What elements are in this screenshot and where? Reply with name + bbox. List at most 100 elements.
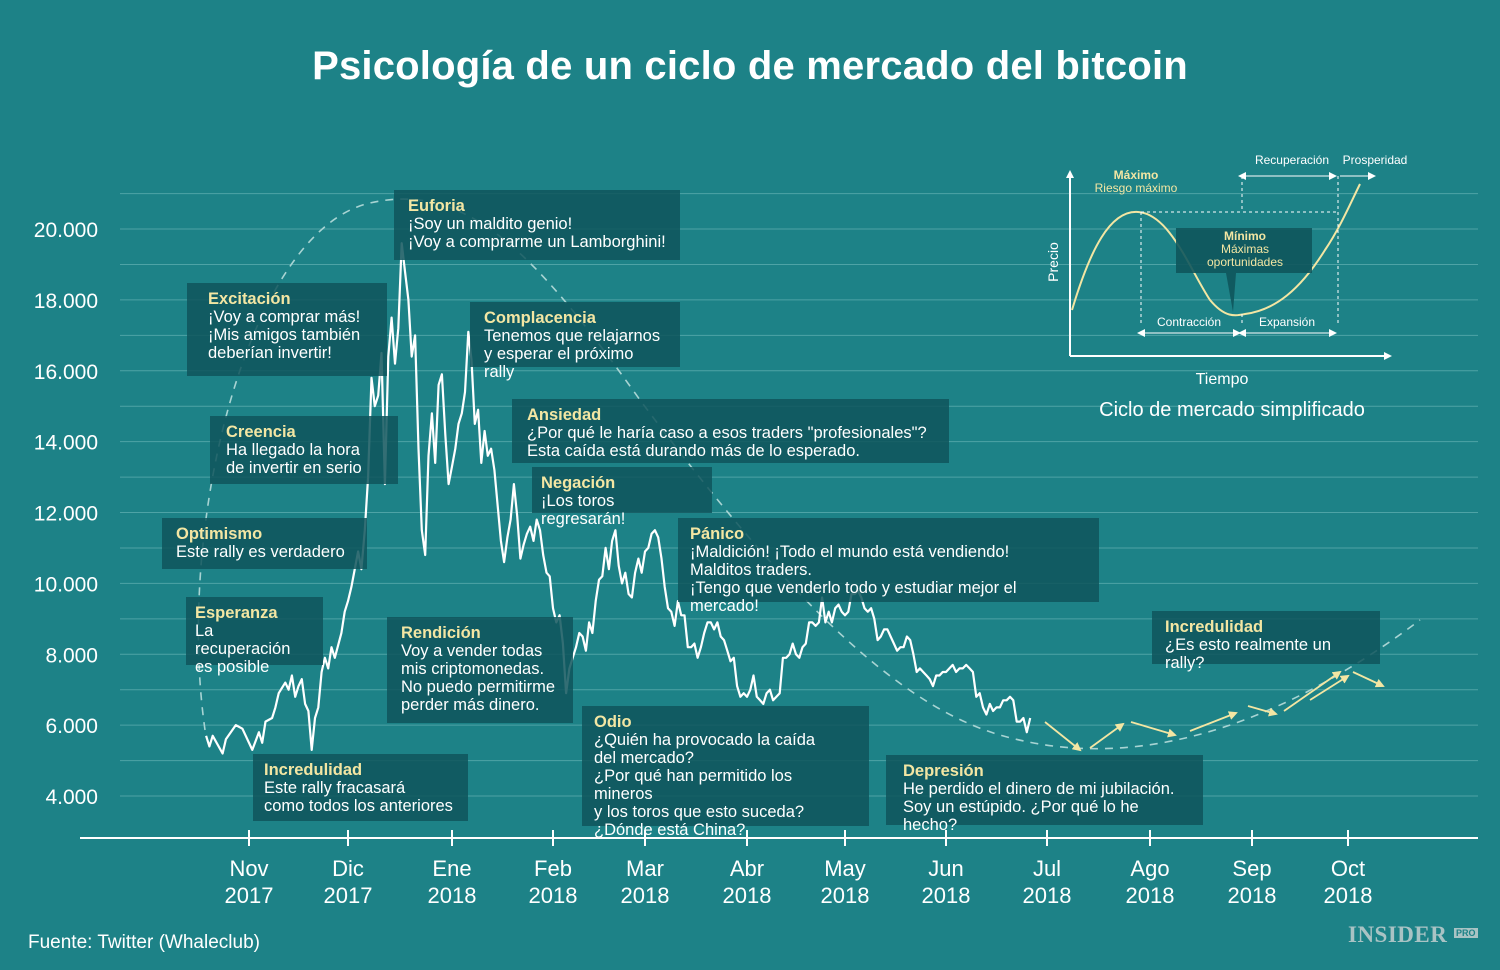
inset-prosperity-label: Prosperidad [1343,153,1408,167]
inset-minimum-pointer [1226,273,1236,312]
projection-arrow [1089,722,1125,749]
annotation-incredulidad-rally: Incredulidad ¿Es esto realmente un rally… [1152,611,1380,672]
x-tick-label-year: 2018 [621,883,670,908]
x-tick-label-year: 2018 [428,883,477,908]
annotation-complacencia: Complacencia Tenemos que relajarnos y es… [470,302,680,381]
projection-arrow [1309,674,1350,701]
x-tick-label-month: Ene [432,856,471,881]
annotation-title: Esperanza [195,604,278,622]
inset-maximum-title: Máximo [1114,168,1159,182]
x-tick-label-month: May [824,856,866,881]
annotation-odio: Odio ¿Quién ha provocado la caída del me… [582,706,869,839]
inset-expansion-label: Expansión [1259,315,1315,329]
annotation-title: Odio [594,713,632,731]
x-tick-label-month: Mar [626,856,664,881]
annotation-title: Negación [541,474,616,492]
x-tick-label-year: 2018 [1324,883,1373,908]
annotation-depresion: Depresión He perdido el dinero de mi jub… [886,755,1203,834]
price-line [205,242,1032,755]
inset-title: Ciclo de mercado simplificado [1099,399,1365,421]
x-tick-label-month: Abr [730,856,764,881]
projection-arrow [1283,670,1342,712]
annotation-body: La recuperación es posible [195,622,291,676]
annotation-title: Optimismo [176,525,263,543]
y-tick-label: 6.000 [45,715,98,738]
x-tick-label-month: Nov [229,856,268,881]
inset-y-label: Precio [1045,242,1061,282]
annotation-body: ¿Por qué le haría caso a esos traders "p… [527,424,927,460]
annotation-body: Tenemos que relajarnos y esperar el próx… [484,327,661,381]
projection-arrows [1044,670,1385,752]
x-tick-label-year: 2018 [1228,883,1277,908]
x-tick-label-year: 2018 [922,883,971,908]
x-tick-label-year: 2018 [529,883,578,908]
x-tick-label-month: Dic [332,856,364,881]
y-tick-label: 10.000 [34,573,98,596]
annotation-title: Euforia [408,197,465,215]
inset-contraction-label: Contracción [1157,315,1221,329]
annotation-title: Excitación [208,290,291,308]
inset-minimum-title: Mínimo [1224,229,1266,243]
annotation-title: Rendición [401,624,481,642]
projection-arrow [1189,711,1238,732]
annotation-esperanza: Esperanza La recuperación es posible [186,597,323,676]
x-tick-label-month: Ago [1130,856,1169,881]
x-tick-label-year: 2017 [324,883,373,908]
y-tick-label: 8.000 [45,644,98,667]
inset-maximum-body: Riesgo máximo [1095,181,1178,195]
annotation-title: Incredulidad [1165,618,1264,636]
annotation-title: Complacencia [484,309,596,327]
annotation-title: Creencia [226,423,296,441]
x-tick-label-month: Sep [1232,856,1271,881]
annotation-body: ¡Los toros regresarán! [541,492,626,528]
inset-recovery-label: Recuperación [1255,153,1329,167]
annotation-body: Este rally es verdadero [176,543,345,561]
x-axis: Nov2017Dic2017Ene2018Feb2018Mar2018Abr20… [80,830,1478,908]
x-tick-label-year: 2018 [723,883,772,908]
annotation-body: ¿Es esto realmente un rally? [1165,636,1331,672]
annotation-body: Voy a vender todas mis criptomonedas. No… [401,642,556,714]
annotation-body: Ha llegado la hora de invertir en serio [226,441,362,477]
projection-arrow [1130,721,1177,738]
annotation-title: Pánico [690,525,745,543]
annotation-body: ¡Maldición! ¡Todo el mundo está vendiend… [690,543,1017,615]
insider-logo-pro: PRO [1454,928,1478,938]
y-tick-label: 4.000 [45,786,98,809]
annotation-rendicion: Rendición Voy a vender todas mis criptom… [387,617,573,723]
y-tick-label: 14.000 [34,432,98,455]
insider-logo: INSIDER [1348,922,1448,947]
page-title: Psicología de un ciclo de mercado del bi… [312,44,1188,88]
annotation-creencia: Creencia Ha llegado la hora de invertir … [210,416,398,484]
annotation-body: ¡Voy a comprar más! ¡Mis amigos también … [208,308,361,362]
x-tick-label-year: 2017 [225,883,274,908]
annotation-incredulidad-fracasara: Incredulidad Este rally fracasará como t… [253,754,468,821]
x-tick-label-year: 2018 [1023,883,1072,908]
annotation-title: Ansiedad [527,406,602,424]
projection-arrow [1247,705,1278,717]
y-tick-label: 16.000 [34,361,98,384]
y-tick-label: 18.000 [34,290,98,313]
x-tick-label-month: Oct [1331,856,1365,881]
inset-minimum-body: Máximas [1221,242,1269,256]
inset-cycle-curve [1071,183,1361,317]
y-tick-label: 20.000 [34,219,98,242]
annotation-optimismo: Optimismo Este rally es verdadero [162,518,367,569]
source-note: Fuente: Twitter (Whaleclub) [28,932,260,953]
x-tick-label-month: Jul [1033,856,1061,881]
y-axis-labels: 4.000 6.000 8.000 10.000 12.000 14.000 16.000 1… [34,219,98,809]
market-cycle-inset: Máximo Riesgo máximo Mínimo Máximas opor… [1045,153,1408,421]
annotation-body: He perdido el dinero de mi jubilación. S… [903,780,1175,834]
annotation-euforia: Euforia ¡Soy un maldito genio! ¡Voy a co… [394,190,680,260]
annotation-negacion: Negación ¡Los toros regresarán! [532,467,712,528]
annotation-body: Este rally fracasará como todos los ante… [264,779,453,815]
x-tick-label-year: 2018 [821,883,870,908]
inset-minimum-body: oportunidades [1207,255,1283,269]
annotation-excitacion: Excitación ¡Voy a comprar más! ¡Mis amig… [187,283,387,376]
annotation-body: ¡Soy un maldito genio! ¡Voy a comprarme … [408,215,666,251]
x-tick-label-year: 2018 [1126,883,1175,908]
annotation-body: ¿Quién ha provocado la caída del mercado… [594,731,816,839]
projection-arrow [1352,671,1385,688]
x-tick-label-month: Feb [534,856,572,881]
annotation-title: Depresión [903,762,984,780]
